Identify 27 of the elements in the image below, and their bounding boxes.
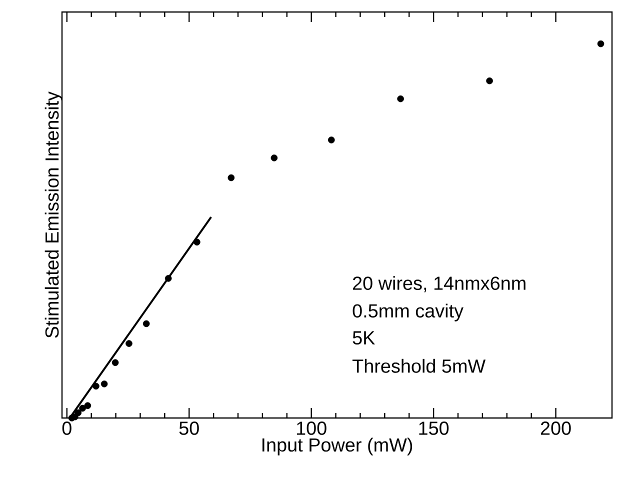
point	[142, 320, 150, 328]
point	[126, 340, 132, 347]
point	[164, 275, 172, 282]
x-tick-label: 0	[62, 422, 72, 435]
x-axis-title: Input Power (mW)	[262, 438, 412, 456]
point	[100, 380, 108, 388]
annotation: Threshold 5mW	[352, 358, 486, 373]
point	[92, 382, 100, 390]
y-axis-title: Stimulated Emission Intensity	[44, 91, 62, 338]
point	[228, 174, 235, 182]
point	[270, 154, 278, 162]
x-tick-label: 100	[296, 422, 326, 435]
point	[328, 136, 335, 144]
annotation: 5K	[352, 331, 375, 345]
point	[74, 409, 82, 416]
annotation: 0.5mm cavity	[352, 304, 464, 322]
point	[79, 404, 86, 412]
point	[84, 402, 92, 410]
x-tick-label: 200	[540, 422, 571, 435]
x-tick-label: 50	[179, 422, 199, 435]
point	[112, 359, 119, 366]
point	[486, 77, 493, 84]
annotation: 20 wires, 14nmx6nm	[353, 276, 526, 292]
point	[194, 238, 200, 246]
point	[397, 95, 404, 102]
x-tick-label: 150	[419, 422, 449, 435]
point	[597, 40, 604, 48]
